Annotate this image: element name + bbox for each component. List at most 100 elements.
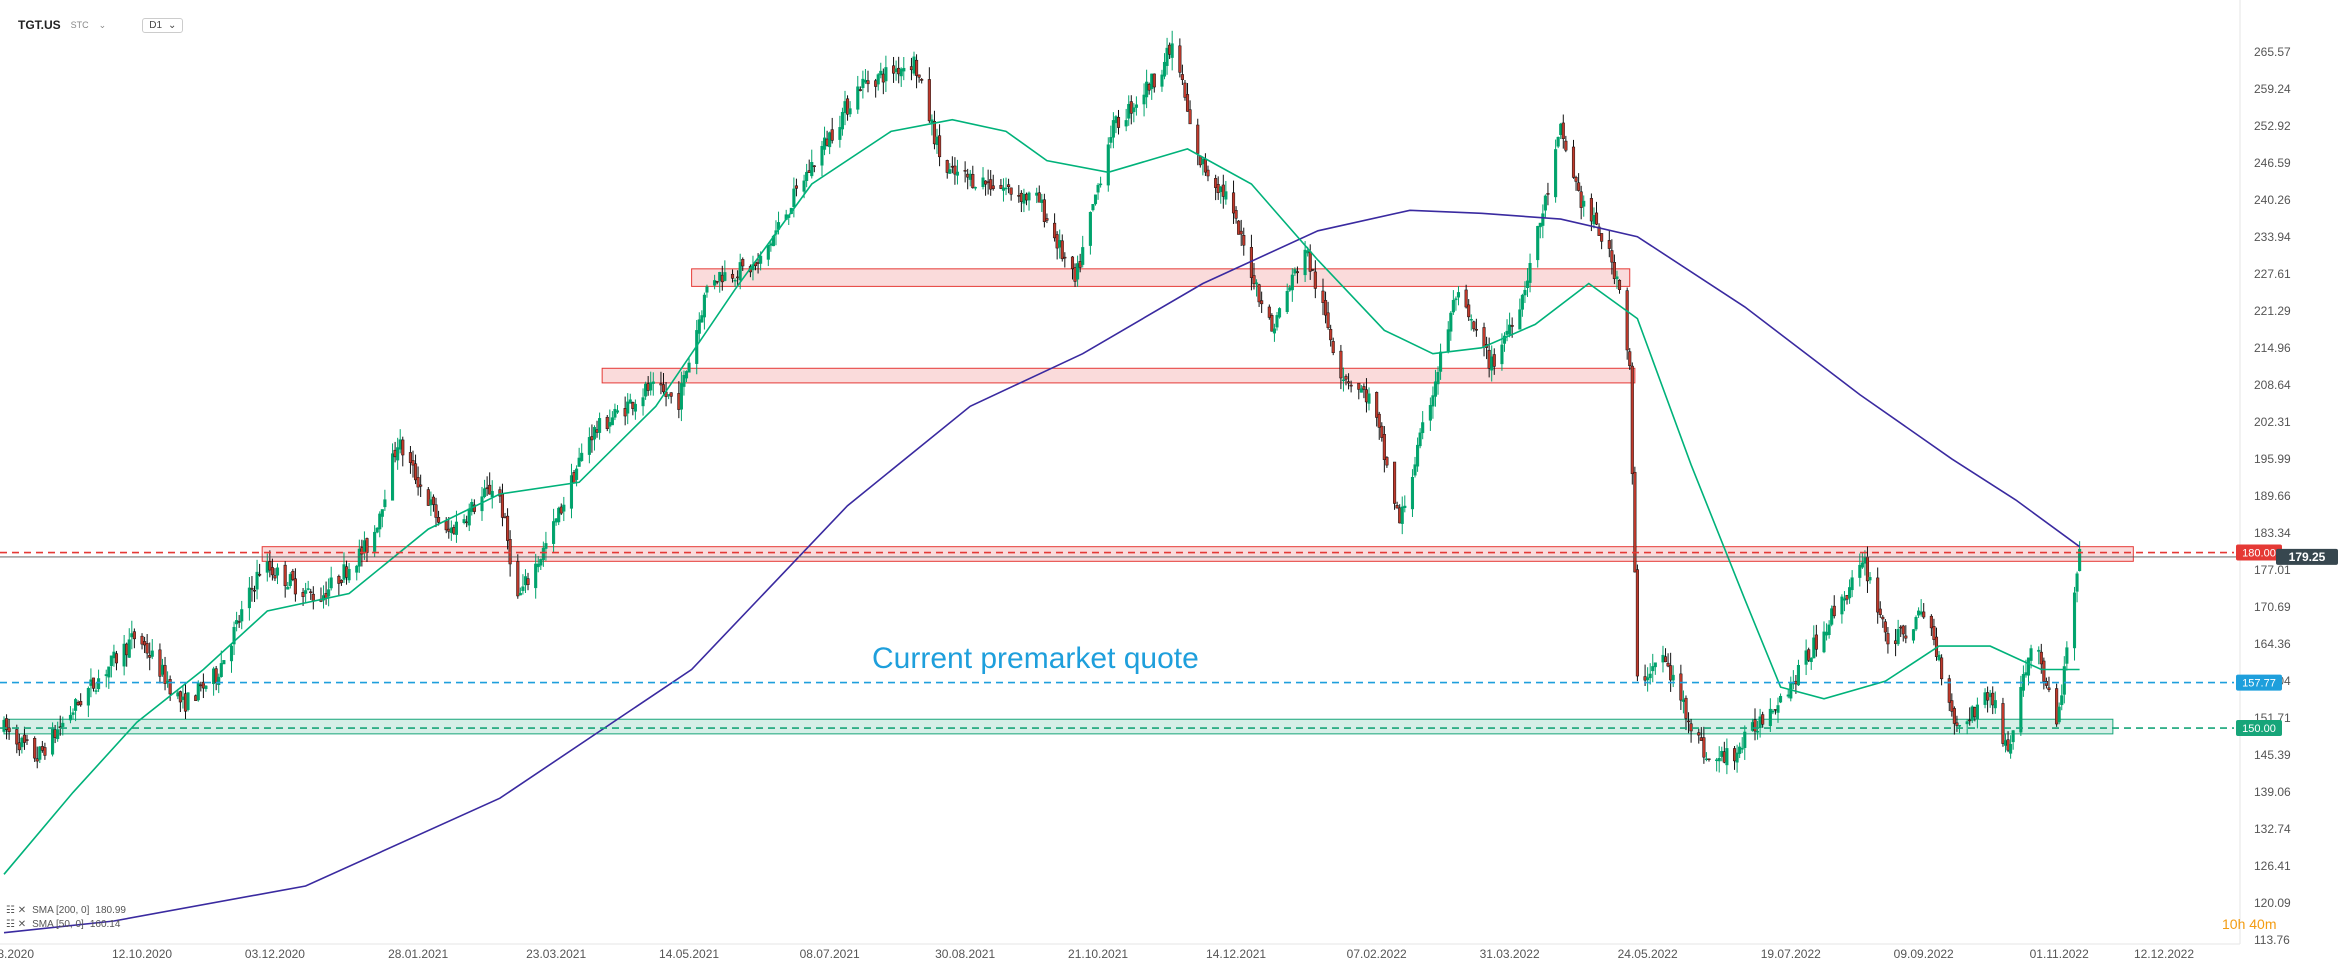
candle-body [863, 80, 867, 83]
candle-body [1464, 289, 1468, 308]
candle-body [7, 727, 11, 732]
candle-body [1947, 678, 1951, 703]
y-tick-label: 252.92 [2254, 119, 2291, 133]
candle-body [1779, 695, 1783, 703]
candle-body [1720, 750, 1724, 757]
candle-body [1170, 43, 1174, 58]
symbol-label[interactable]: TGT.US [18, 18, 61, 32]
candle-body [112, 651, 116, 659]
candle-body [127, 639, 131, 658]
candle-body [1311, 269, 1315, 271]
candle-body [999, 185, 1003, 189]
candle-body [2019, 687, 2023, 733]
candle-body [452, 527, 456, 534]
y-tick-label: 126.41 [2254, 859, 2291, 873]
candle-body [1254, 282, 1259, 285]
candle-body [1490, 356, 1494, 371]
eye-icon[interactable]: ☷ ✕ [6, 905, 27, 916]
candle-body [1561, 122, 1565, 139]
candle-body [1975, 704, 1979, 720]
candle-body [534, 563, 538, 589]
candle-body [866, 80, 870, 85]
chevron-down-icon[interactable]: ⌄ [98, 19, 107, 30]
indicator-row[interactable]: ☷ ✕ SMA [200, 0] 180.99 [6, 904, 126, 918]
annotation-text: Current premarket quote [872, 642, 1199, 675]
candle-body [465, 521, 469, 524]
candle-body [720, 274, 724, 283]
candle-body [917, 74, 921, 78]
level-label-box [2236, 544, 2282, 561]
candle-body [1272, 328, 1276, 334]
candle-body [286, 586, 290, 590]
candle-body [1520, 294, 1524, 310]
candle-body [1970, 706, 1974, 721]
candle-body [56, 729, 60, 740]
candle-body [183, 693, 188, 712]
zone-rect [601, 367, 1636, 384]
candle-body [357, 548, 361, 567]
candle-body [1446, 329, 1450, 352]
y-tick-label: 132.74 [2254, 822, 2291, 836]
chart-toolbar: TGT.US STC ⌄ D1 ⌄ [18, 14, 184, 36]
candle-body [715, 280, 719, 283]
candle-body [176, 692, 180, 697]
candle-body [390, 453, 395, 501]
candle-body [393, 449, 397, 458]
candle-body [1019, 192, 1023, 202]
candle-body [186, 692, 190, 710]
x-tick-label: 19.08.2020 [0, 947, 34, 961]
candle-body [927, 79, 931, 122]
candle-body [1505, 330, 1509, 335]
candle-body [1502, 335, 1507, 344]
candle-body [1868, 577, 1872, 581]
candle-body [1848, 587, 1852, 599]
candle-body [1165, 47, 1169, 66]
timeframe-select[interactable]: D1 ⌄ [142, 17, 184, 33]
timeframe-label: D1 [149, 19, 163, 31]
candle-body [222, 660, 226, 665]
candle-body [1362, 386, 1366, 390]
candle-body [1922, 611, 1926, 618]
candle-body [2003, 740, 2008, 746]
candle-body [1929, 615, 1933, 629]
candle-body [196, 682, 200, 701]
candle-body [1078, 261, 1082, 268]
candle-body [1288, 287, 1292, 291]
candle-body [1510, 325, 1514, 327]
candle-body [1474, 329, 1478, 331]
candle-body [132, 631, 136, 640]
candle-body [1341, 379, 1345, 382]
candle-body [1750, 722, 1754, 731]
candle-body [275, 567, 280, 576]
candle-body [845, 98, 850, 115]
candle-body [396, 447, 400, 461]
eye-icon[interactable]: ☷ ✕ [6, 919, 27, 930]
candle-body [145, 643, 149, 654]
candle-body [339, 580, 343, 583]
candle-body [1702, 737, 1706, 758]
candle-body [1124, 120, 1128, 127]
candle-body [1303, 249, 1307, 276]
candle-body [1214, 178, 1218, 188]
y-tick-label: 189.66 [2254, 489, 2291, 503]
candle-body [309, 591, 313, 594]
candle-body [843, 101, 847, 114]
indicator-row[interactable]: ☷ ✕ SMA [50, 0] 160.14 [6, 918, 126, 932]
candle-body [1413, 464, 1417, 476]
candle-body [1091, 204, 1095, 211]
candle-body [2006, 739, 2010, 751]
candle-body [1007, 184, 1011, 188]
candle-body [362, 540, 366, 553]
candle-body [523, 576, 528, 586]
candle-body [1886, 633, 1890, 645]
candle-body [598, 418, 602, 433]
candle-body [304, 590, 308, 594]
candle-body [380, 509, 384, 517]
candle-body [1635, 569, 1639, 677]
candle-body [741, 259, 745, 267]
candle-body [76, 702, 80, 706]
candle-body [378, 513, 382, 530]
candle-body [1216, 184, 1220, 193]
candle-body [769, 243, 773, 246]
